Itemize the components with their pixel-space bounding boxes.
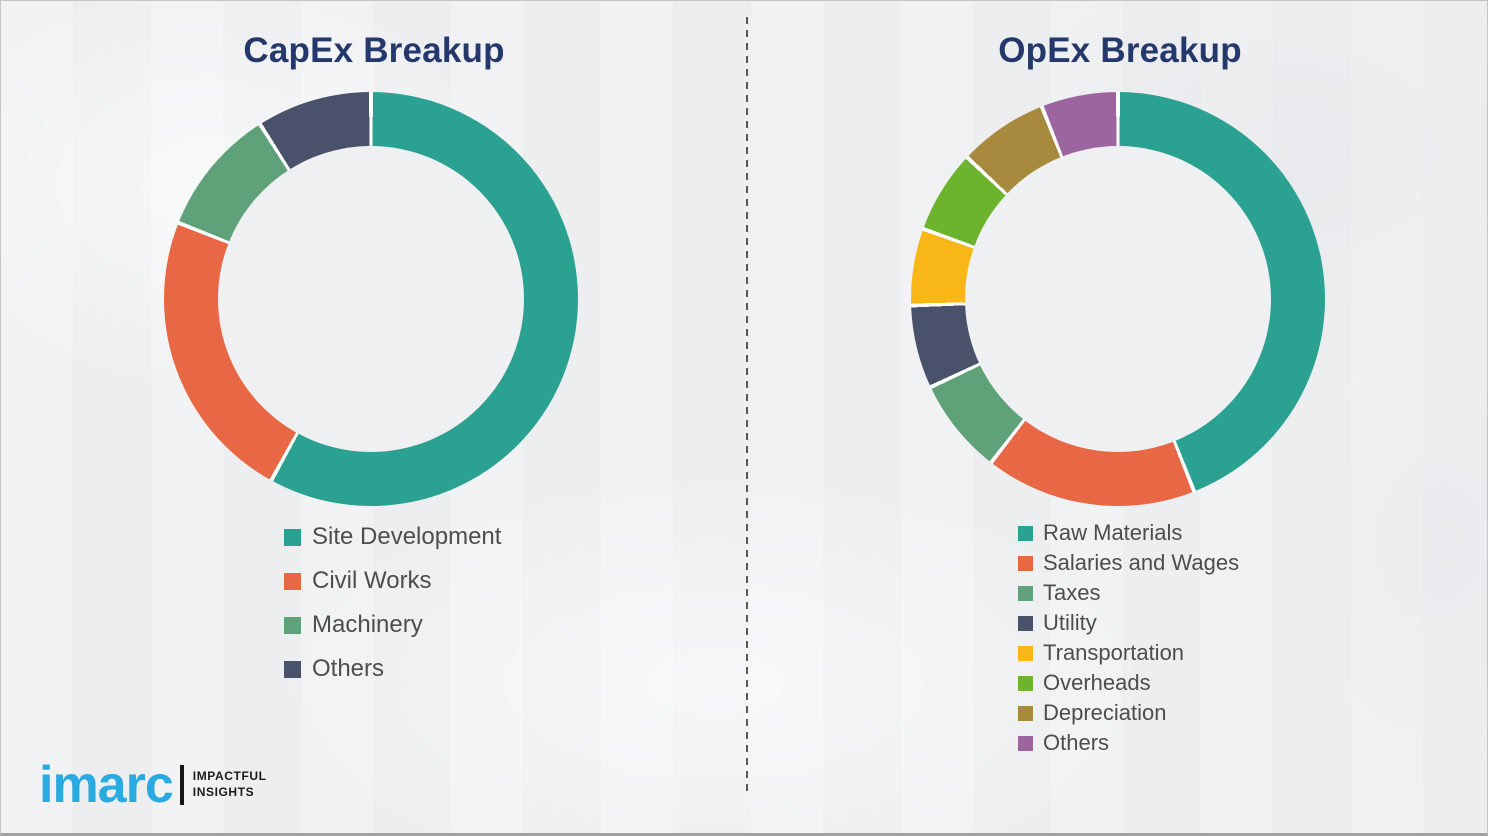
logo-divider-bar bbox=[179, 764, 184, 805]
capex-legend: Site Development Civil Works Machinery O… bbox=[284, 515, 501, 691]
legend-label: Others bbox=[1043, 730, 1110, 755]
legend-item-taxes: Taxes bbox=[1018, 578, 1239, 608]
legend-label: Taxes bbox=[1043, 580, 1101, 605]
others-capex-swatch-icon bbox=[284, 660, 301, 678]
legend-item-utility: Utility bbox=[1018, 608, 1239, 638]
legend-item-salaries-and-wages: Salaries and Wages bbox=[1018, 548, 1239, 578]
legend-item-transportation: Transportation bbox=[1018, 638, 1239, 668]
dashed-divider-line bbox=[746, 17, 748, 791]
opex-legend: Raw Materials Salaries and Wages Taxes U… bbox=[1018, 518, 1239, 758]
opex-title: OpEx Breakup bbox=[998, 31, 1242, 70]
legend-label: Overheads bbox=[1043, 670, 1151, 695]
raw-materials-swatch-icon bbox=[1018, 525, 1033, 541]
legend-label: Transportation bbox=[1043, 640, 1185, 665]
legend-item-overheads: Overheads bbox=[1018, 668, 1239, 698]
transportation-swatch-icon bbox=[1018, 645, 1033, 661]
legend-label: Machinery bbox=[312, 611, 423, 638]
legend-item-depreciation: Depreciation bbox=[1018, 698, 1239, 728]
logo-tagline-bottom: INSIGHTS bbox=[192, 784, 255, 799]
others-opex-swatch-icon bbox=[1018, 735, 1033, 751]
imarc-wordmark: imarc bbox=[39, 755, 174, 814]
legend-item-raw-materials: Raw Materials bbox=[1018, 518, 1239, 548]
capex-donut-chart bbox=[164, 92, 578, 506]
legend-label: Site Development bbox=[312, 523, 502, 550]
legend-item-others-opex: Others bbox=[1018, 728, 1239, 758]
taxes-swatch-icon bbox=[1018, 585, 1033, 601]
legend-item-site-development: Site Development bbox=[284, 515, 501, 559]
capex-title: CapEx Breakup bbox=[243, 31, 505, 70]
overheads-swatch-icon bbox=[1018, 675, 1033, 691]
imarc-logo: imarc IMPACTFUL INSIGHTS bbox=[39, 755, 267, 814]
depreciation-swatch-icon bbox=[1018, 705, 1033, 721]
legend-label: Depreciation bbox=[1043, 700, 1167, 725]
capex-donut-hole bbox=[218, 146, 524, 452]
machinery-swatch-icon bbox=[284, 616, 301, 634]
opex-donut-chart bbox=[911, 92, 1325, 506]
legend-item-machinery: Machinery bbox=[284, 603, 501, 647]
logo-tagline-top: IMPACTFUL bbox=[192, 769, 267, 784]
legend-label: Civil Works bbox=[312, 567, 432, 594]
logo-tagline: IMPACTFUL INSIGHTS bbox=[193, 769, 267, 800]
legend-item-civil-works: Civil Works bbox=[284, 559, 501, 603]
salaries-and-wages-swatch-icon bbox=[1018, 555, 1033, 571]
legend-label: Salaries and Wages bbox=[1043, 550, 1240, 575]
legend-label: Utility bbox=[1043, 610, 1097, 635]
legend-label: Others bbox=[312, 655, 385, 682]
civil-works-swatch-icon bbox=[284, 572, 301, 590]
opex-donut-hole bbox=[965, 146, 1271, 452]
utility-swatch-icon bbox=[1018, 615, 1033, 631]
legend-label: Raw Materials bbox=[1043, 520, 1183, 545]
legend-item-others-capex: Others bbox=[284, 647, 501, 691]
site-development-swatch-icon bbox=[284, 528, 301, 546]
